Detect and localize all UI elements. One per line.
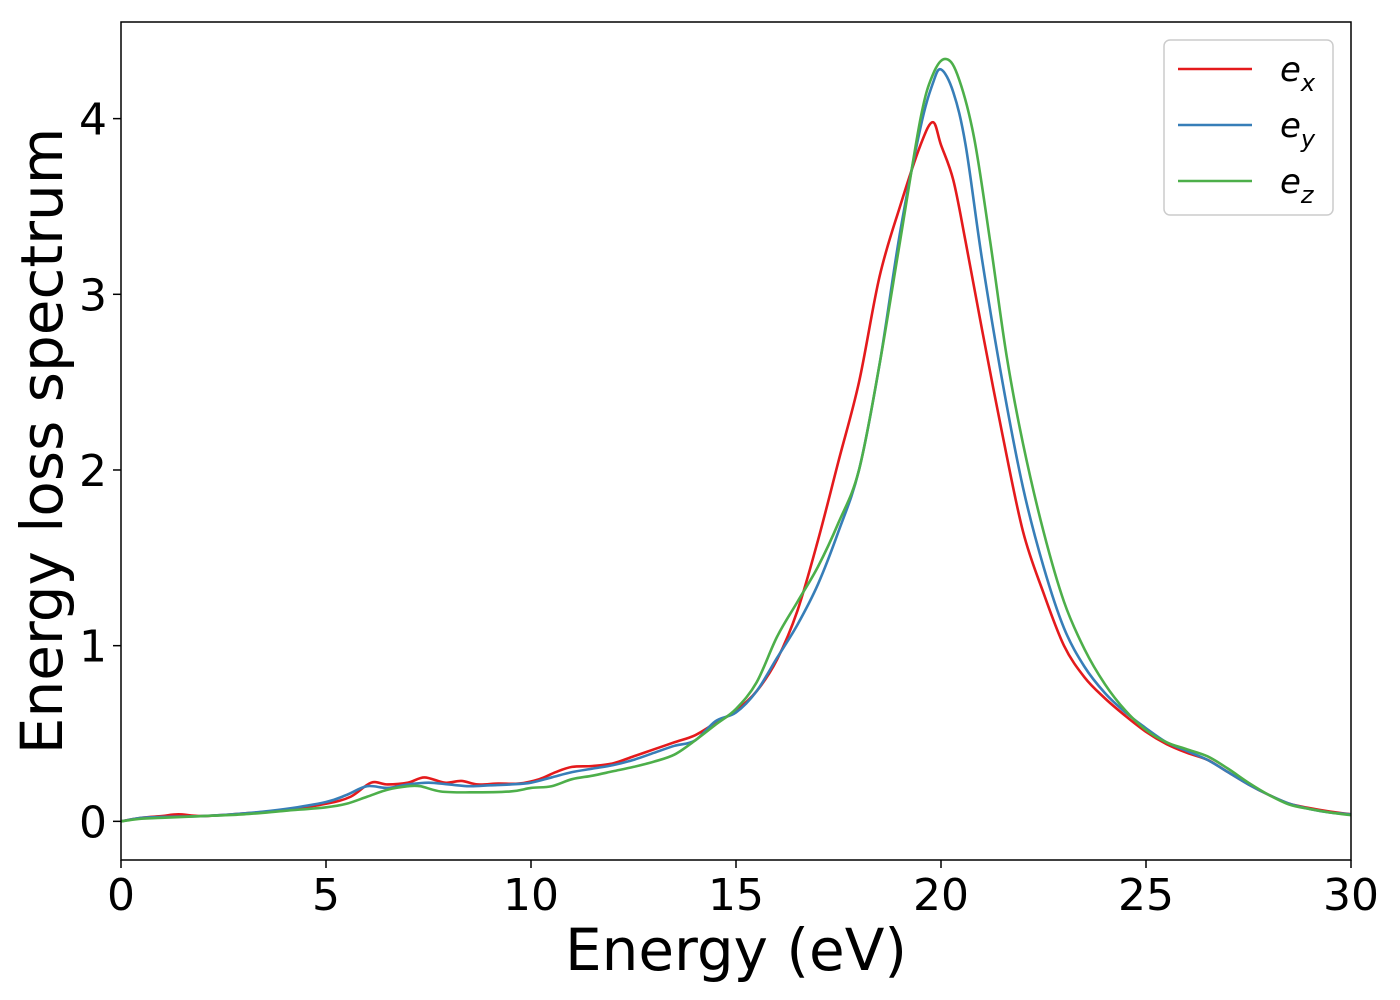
x-axis: 0 5 10 15 20 25 30 <box>107 860 1379 921</box>
plot-lines <box>121 57 1351 823</box>
legend-box <box>1163 39 1334 216</box>
x-tick-label: 10 <box>503 870 559 921</box>
legend: ex ey ez <box>1163 39 1334 216</box>
series-line-y <box>121 67 1351 823</box>
legend-entry: ex <box>1280 50 1316 97</box>
x-tick-label: 15 <box>708 870 764 921</box>
legend-entry: ey <box>1280 106 1316 153</box>
series-line-x <box>121 120 1351 823</box>
y-tick-label: 4 <box>79 95 107 146</box>
x-tick-label: 30 <box>1323 870 1379 921</box>
y-axis: 0 1 2 3 4 <box>79 95 121 848</box>
x-axis-label: Energy (eV) <box>565 916 907 984</box>
y-tick-label: 0 <box>79 797 107 848</box>
series-line-z <box>121 57 1351 823</box>
x-tick-label: 5 <box>312 870 340 921</box>
x-tick-label: 20 <box>913 870 969 921</box>
x-tick-label: 0 <box>107 870 135 921</box>
x-tick-label: 25 <box>1118 870 1174 921</box>
y-tick-label: 3 <box>79 270 107 321</box>
y-axis-label: Energy loss spectrum <box>8 128 76 754</box>
legend-entry: ez <box>1280 162 1315 209</box>
y-tick-label: 1 <box>79 622 107 673</box>
y-tick-label: 2 <box>79 446 107 497</box>
